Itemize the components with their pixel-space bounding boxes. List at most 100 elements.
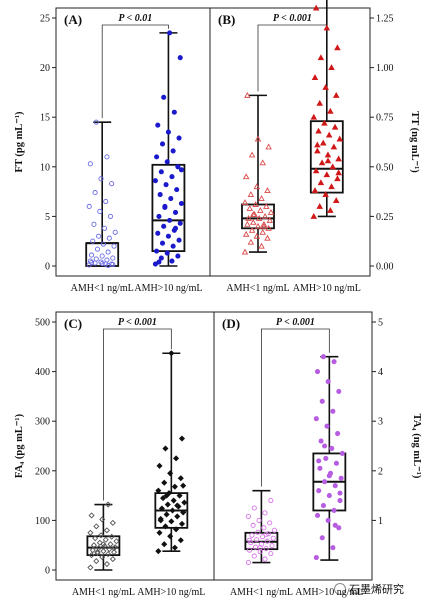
data-point: [335, 169, 342, 176]
y-tick-label: 10: [40, 162, 50, 173]
data-point: [178, 167, 184, 173]
data-point: [102, 536, 109, 543]
data-point: [322, 191, 329, 198]
data-point: [242, 230, 250, 237]
data-point: [99, 260, 105, 267]
data-point: [257, 545, 263, 551]
x-tick-label: AMH<1 ng/mL: [230, 587, 293, 598]
data-point: [331, 123, 339, 130]
panel-label: (A): [64, 12, 82, 27]
data-point: [156, 529, 163, 536]
significance-bracket: [101, 24, 169, 119]
data-point: [155, 487, 162, 494]
data-point: [332, 197, 340, 203]
data-point: [172, 209, 179, 215]
data-point: [167, 533, 174, 540]
data-point: [97, 532, 105, 539]
data-point: [156, 259, 162, 265]
data-point: [335, 155, 342, 162]
data-point: [96, 233, 102, 239]
data-point: [90, 542, 97, 549]
data-point: [94, 549, 101, 556]
data-point: [93, 119, 99, 125]
data-point: [102, 225, 108, 231]
data-point: [168, 195, 174, 202]
data-point: [109, 181, 115, 187]
data-point: [245, 513, 251, 519]
data-point: [316, 488, 322, 494]
x-tick-label: AMH>10 ng/mL: [295, 587, 363, 598]
data-point: [330, 143, 338, 150]
data-point: [258, 242, 265, 249]
data-point: [158, 255, 164, 261]
data-point: [325, 378, 331, 385]
data-point: [177, 537, 184, 544]
data-point: [107, 213, 114, 219]
data-point: [177, 475, 184, 482]
y-tick-label: 400: [35, 367, 50, 378]
p-value-label: P < 0.001: [276, 317, 315, 328]
data-point: [333, 460, 339, 466]
data-point: [175, 164, 181, 170]
data-point: [162, 445, 169, 452]
data-point: [156, 462, 163, 469]
data-point: [169, 174, 175, 180]
data-point: [89, 252, 95, 258]
data-point: [320, 502, 326, 509]
data-point: [168, 350, 175, 357]
data-point: [107, 541, 114, 548]
data-point: [108, 533, 115, 540]
data-point: [155, 548, 162, 555]
x-tick-label: AMH<1 ng/mL: [72, 587, 135, 598]
data-point: [105, 501, 112, 508]
data-point: [271, 527, 277, 533]
data-point: [252, 201, 259, 207]
data-point: [103, 198, 109, 205]
data-point: [250, 210, 257, 217]
panel-c: (C) 0 100 200 300 400 500 FA₄ (pg mL⁻¹) AMH<1 ng…: [14, 316, 205, 598]
data-point: [267, 520, 273, 526]
data-point: [155, 230, 161, 236]
data-point: [336, 525, 342, 531]
data-point: [157, 192, 163, 198]
y-tick-label: 5: [378, 318, 383, 329]
data-point: [269, 543, 275, 549]
data-point: [336, 388, 342, 394]
data-point: [253, 183, 261, 190]
data-point: [332, 522, 338, 528]
data-point: [316, 458, 322, 464]
panel-a: (A) 0 5 10 15 20 25 FT (pg mL⁻¹) AMH<1 ng/mL AMH>…: [14, 12, 202, 294]
data-point: [163, 492, 170, 499]
data-point: [324, 423, 330, 429]
data-point: [157, 517, 164, 524]
y-tick-label: 15: [40, 113, 50, 124]
data-point: [160, 495, 167, 502]
data-point: [94, 246, 101, 252]
data-point: [178, 520, 186, 527]
data-point: [318, 159, 326, 166]
data-point: [254, 537, 260, 543]
y-axis-label: TT (ng mL⁻¹): [409, 111, 420, 173]
data-point: [112, 229, 118, 235]
data-point: [327, 207, 334, 213]
points-group: [310, 4, 344, 219]
data-point: [177, 55, 183, 61]
box-1: [86, 501, 121, 571]
data-point: [335, 431, 341, 437]
watermark: 石墨烯研究: [334, 582, 404, 596]
data-point: [152, 178, 158, 184]
data-point: [176, 237, 182, 243]
points-group: [313, 354, 345, 561]
data-point: [101, 543, 108, 550]
data-point: [171, 109, 177, 115]
data-point: [261, 212, 269, 219]
watermark-logo-icon: [334, 583, 346, 595]
data-point: [325, 517, 331, 523]
data-point: [98, 176, 104, 182]
data-point: [256, 517, 262, 523]
data-point: [103, 527, 110, 534]
data-point: [264, 187, 271, 194]
x-tick-label: AMH>10 ng/mL: [293, 283, 361, 294]
data-point: [170, 243, 176, 249]
data-point: [89, 259, 95, 266]
